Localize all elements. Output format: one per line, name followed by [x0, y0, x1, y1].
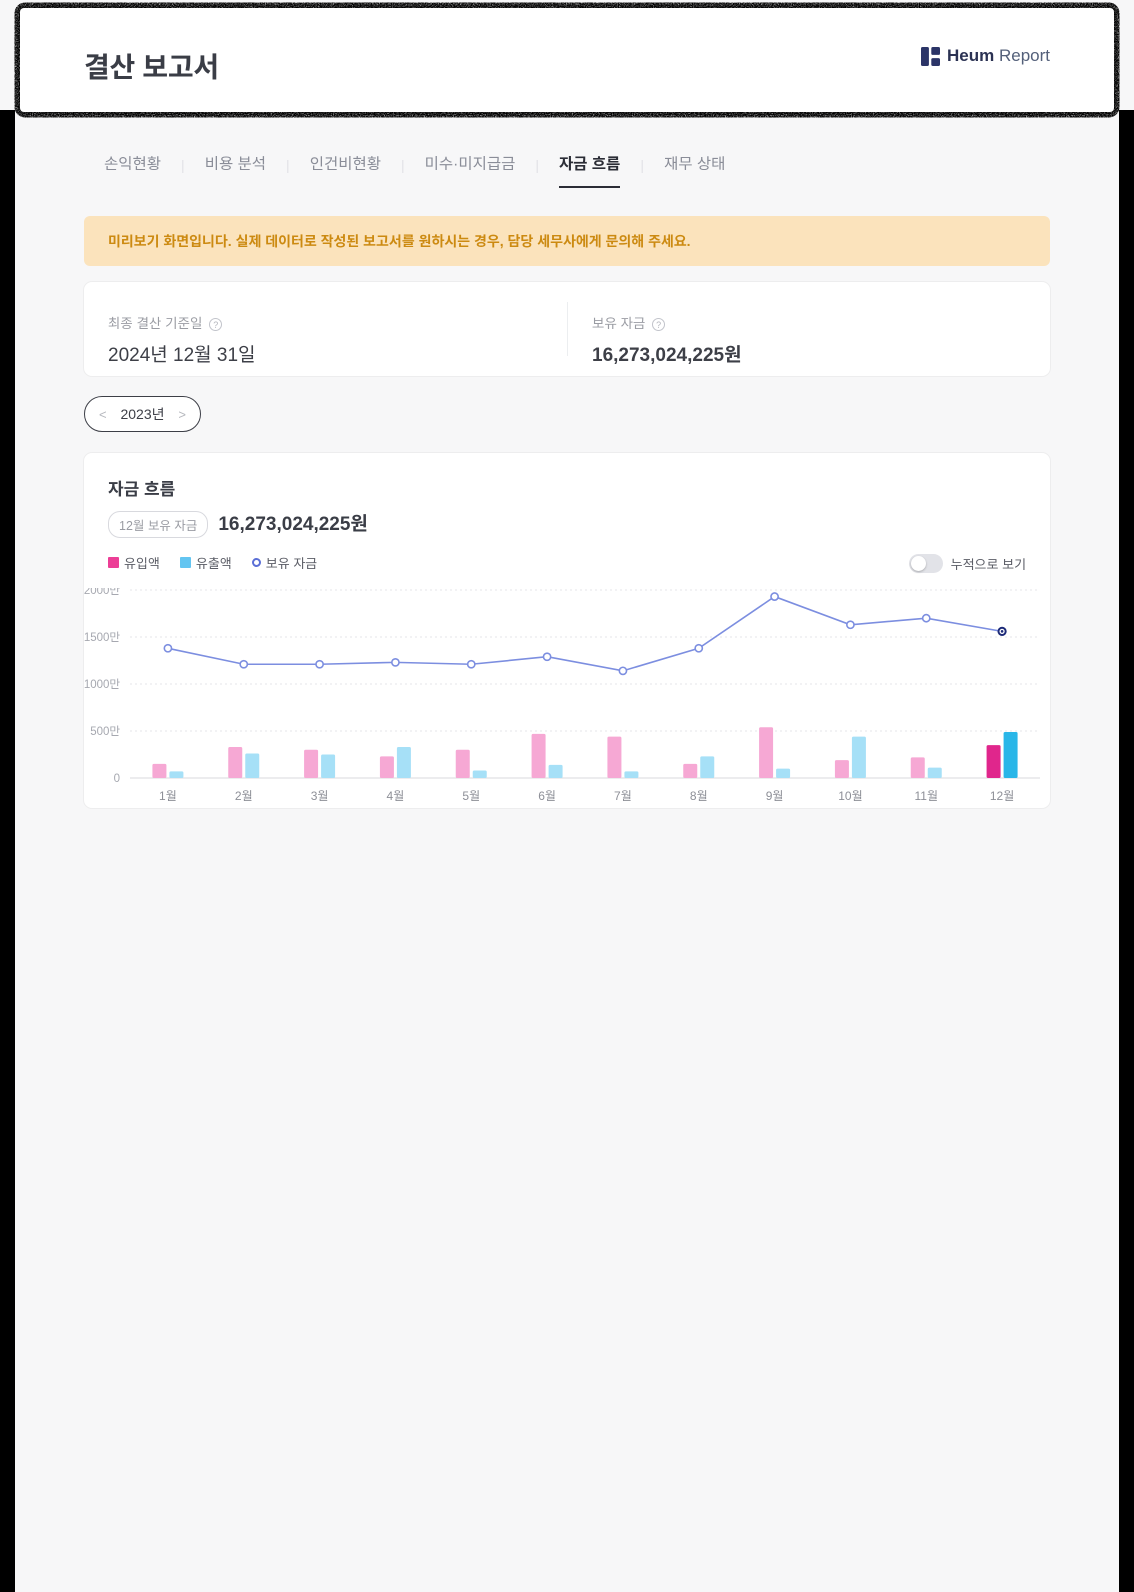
svg-text:1000만: 1000만: [84, 678, 120, 691]
svg-text:7월: 7월: [614, 789, 632, 803]
svg-text:1500만: 1500만: [84, 631, 120, 644]
svg-text:2월: 2월: [235, 789, 253, 803]
svg-text:11월: 11월: [915, 789, 939, 803]
svg-text:5월: 5월: [462, 789, 480, 803]
svg-text:1월: 1월: [159, 789, 177, 803]
svg-text:2000만: 2000만: [84, 588, 120, 597]
svg-text:12월: 12월: [990, 789, 1014, 803]
svg-text:6월: 6월: [538, 789, 556, 803]
svg-text:8월: 8월: [690, 789, 708, 803]
svg-text:4월: 4월: [387, 789, 405, 803]
svg-text:0: 0: [114, 773, 120, 785]
svg-text:3월: 3월: [311, 789, 329, 803]
svg-text:500만: 500만: [90, 725, 120, 738]
svg-text:9월: 9월: [766, 789, 784, 803]
svg-text:10월: 10월: [838, 789, 862, 803]
